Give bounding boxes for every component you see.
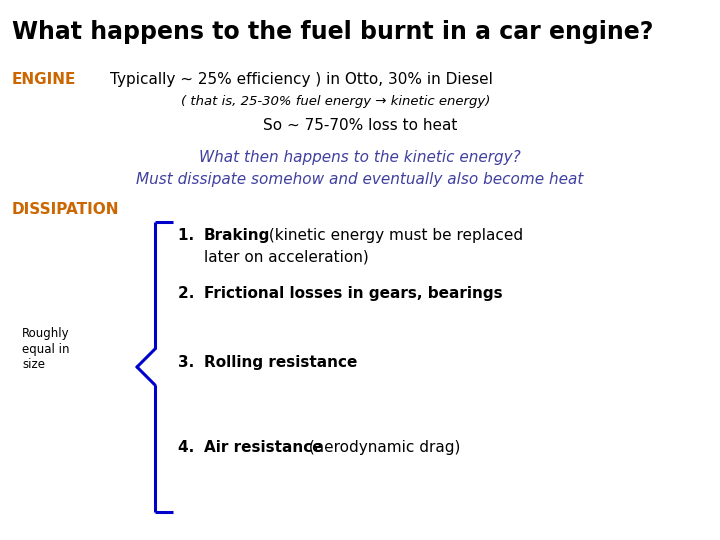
Text: Must dissipate somehow and eventually also become heat: Must dissipate somehow and eventually al… <box>136 172 584 187</box>
Text: What happens to the fuel burnt in a car engine?: What happens to the fuel burnt in a car … <box>12 20 653 44</box>
Text: 1.: 1. <box>178 228 204 243</box>
Text: 4.: 4. <box>178 440 204 455</box>
Text: Air resistance: Air resistance <box>204 440 323 455</box>
Text: ENGINE: ENGINE <box>12 72 76 87</box>
Text: 3.: 3. <box>178 355 204 370</box>
Text: later on acceleration): later on acceleration) <box>204 249 369 264</box>
Text: ( that is, 25-30% fuel energy → kinetic energy): ( that is, 25-30% fuel energy → kinetic … <box>181 95 490 108</box>
Text: DISSIPATION: DISSIPATION <box>12 202 120 217</box>
Text: (kinetic energy must be replaced: (kinetic energy must be replaced <box>264 228 523 243</box>
Text: What then happens to the kinetic energy?: What then happens to the kinetic energy? <box>199 150 521 165</box>
Text: Frictional losses in gears, bearings: Frictional losses in gears, bearings <box>204 286 503 301</box>
Text: 2.: 2. <box>178 286 205 301</box>
Text: So ~ 75-70% loss to heat: So ~ 75-70% loss to heat <box>263 118 457 133</box>
Text: Braking: Braking <box>204 228 271 243</box>
Text: Typically ~ 25% efficiency ) in Otto, 30% in Diesel: Typically ~ 25% efficiency ) in Otto, 30… <box>110 72 493 87</box>
Text: (aerodynamic drag): (aerodynamic drag) <box>304 440 460 455</box>
Text: Rolling resistance: Rolling resistance <box>204 355 357 370</box>
Text: Roughly
equal in
size: Roughly equal in size <box>22 327 70 370</box>
